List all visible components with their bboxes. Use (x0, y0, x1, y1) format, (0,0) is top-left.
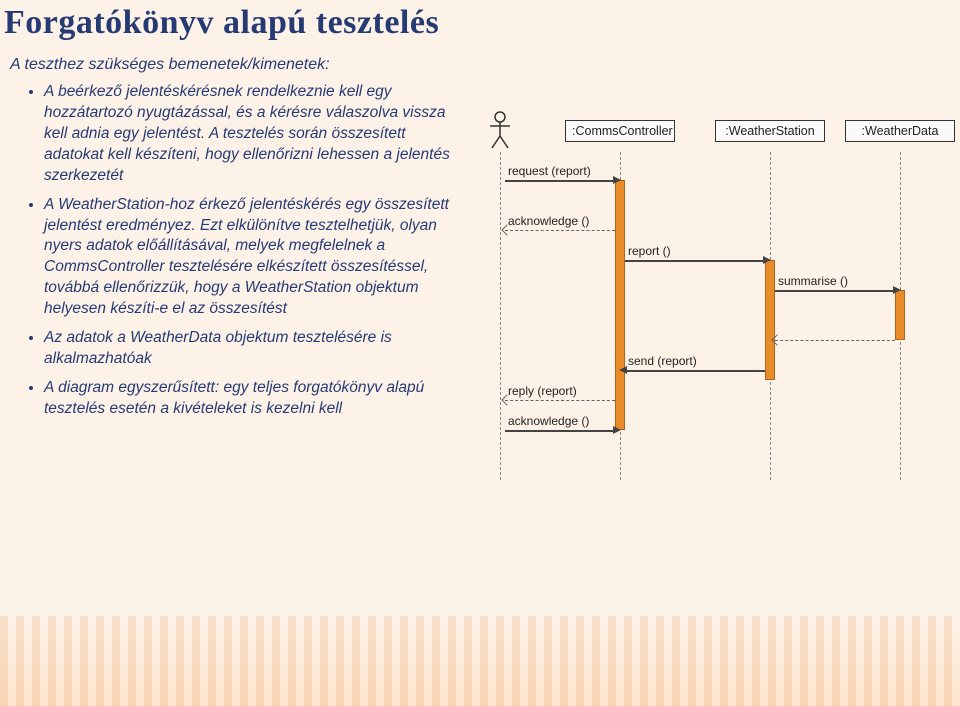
list-item: A diagram egyszerűsített: egy teljes for… (44, 378, 460, 420)
arrow-head-icon (613, 176, 621, 184)
message-arrow (775, 340, 895, 341)
lifeline (500, 152, 501, 480)
activation-bar (615, 180, 625, 430)
message-label: report () (628, 244, 762, 258)
actor-icon (488, 110, 512, 150)
message-label: send (report) (628, 354, 762, 368)
intro-text: A teszthez szükséges bemenetek/kimenetek… (10, 56, 330, 74)
message-arrow (625, 260, 765, 262)
message-arrow (505, 430, 615, 432)
participant-box: :WeatherData (845, 120, 955, 142)
message-arrow (625, 370, 765, 372)
message-label: request (report) (508, 164, 612, 178)
message-label: acknowledge () (508, 414, 612, 428)
list-item: A WeatherStation-hoz érkező jelentéskéré… (44, 195, 460, 321)
activation-bar (765, 260, 775, 380)
arrow-head-icon (763, 256, 771, 264)
message-label: acknowledge () (508, 214, 612, 228)
bullet-list: A beérkező jelentéskérésnek rendelkeznie… (30, 82, 460, 428)
message-arrow (505, 180, 615, 182)
participant-box: :CommsController (565, 120, 675, 142)
arrow-head-icon (893, 286, 901, 294)
arrow-head-icon (613, 426, 621, 434)
message-arrow (775, 290, 895, 292)
participant-box: :WeatherStation (715, 120, 825, 142)
message-arrow (505, 400, 615, 401)
activation-bar (895, 290, 905, 340)
decorative-binary-strip (0, 616, 960, 706)
sequence-diagram: :CommsController:WeatherStation:WeatherD… (480, 110, 950, 510)
list-item: Az adatok a WeatherData objektum tesztel… (44, 328, 460, 370)
message-label: summarise () (778, 274, 892, 288)
list-item: A beérkező jelentéskérésnek rendelkeznie… (44, 82, 460, 187)
message-label: reply (report) (508, 384, 612, 398)
arrow-head-icon (619, 366, 627, 374)
message-arrow (505, 230, 615, 231)
page-title: Forgatókönyv alapú tesztelés (4, 4, 439, 42)
